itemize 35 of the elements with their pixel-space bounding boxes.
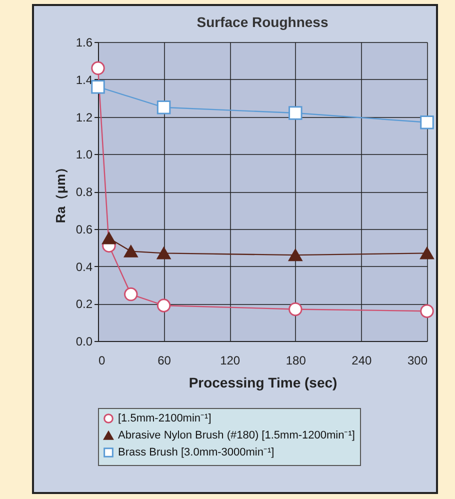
legend-label: Brass Brush [3.0mm-3000min⁻¹] [118, 446, 274, 458]
y-tick-label: 0.4 [76, 260, 93, 274]
point [288, 248, 302, 262]
point [420, 247, 434, 260]
point [420, 115, 434, 130]
point [91, 80, 105, 94]
point [156, 298, 171, 312]
point [124, 287, 138, 302]
x-tick-label: 60 [158, 354, 172, 368]
point [91, 61, 105, 76]
x-tick-label: 300 [407, 354, 428, 368]
y-tick-label: 1.0 [76, 148, 93, 162]
x-tick-label: 0 [98, 354, 106, 368]
y-axis-title: Ra（μm） [52, 160, 68, 224]
legend-label: [1.5mm-2100min⁻¹] [118, 412, 212, 424]
x-tick-label: 180 [286, 354, 306, 368]
point [102, 232, 116, 244]
y-tick-label: 1.2 [76, 110, 93, 124]
point [420, 304, 434, 318]
legend-label: Abrasive Nylon Brush (#180) [1.5mm-1200min⁻¹] [118, 430, 355, 442]
x-tick-label: 240 [352, 354, 372, 368]
x-axis-title: Processing Time (sec) [188, 374, 338, 390]
point [156, 247, 171, 260]
chart-title: Surface Roughness [196, 14, 328, 30]
point [288, 302, 302, 316]
y-tick-label: 1.4 [76, 72, 93, 87]
x-tick-label: 120 [220, 354, 240, 368]
y-tick-label: 0.2 [76, 297, 93, 312]
y-tick-label: 0.8 [76, 185, 93, 199]
y-tick-label: 0.6 [76, 222, 93, 236]
point [156, 100, 171, 114]
y-tick-label: 1.6 [76, 36, 93, 50]
point [124, 245, 138, 258]
point [288, 106, 302, 120]
y-tick-label: 0.0 [76, 334, 93, 348]
